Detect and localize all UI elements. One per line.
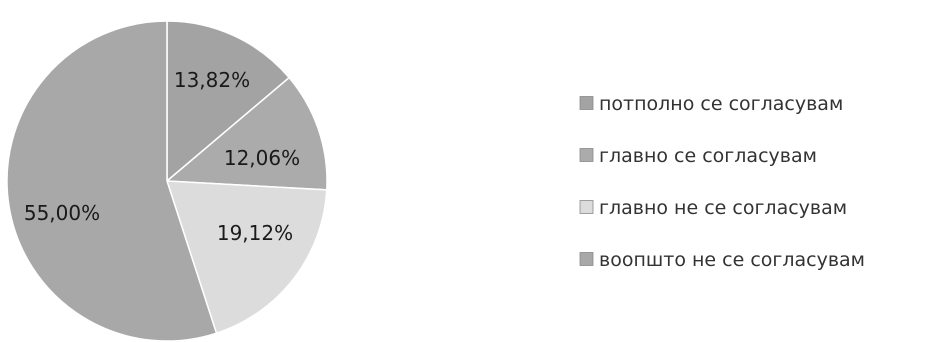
pie-data-labels: 13,82% 12,06% 19,12% 55,00% (24, 68, 300, 245)
legend-swatch-3 (579, 200, 594, 214)
pie-slice-4 (6, 20, 218, 342)
legend-item-3: главно не се согласувам (579, 197, 847, 219)
slice-data-label-4: 55,00% (24, 201, 100, 225)
pie-slice-1 (166, 20, 291, 183)
legend-label-1: потполно се согласувам (599, 93, 843, 115)
pie-slice-3 (165, 180, 328, 335)
legend-label-3: главно не се согласувам (599, 197, 847, 219)
legend-swatch-2 (579, 148, 594, 162)
pie-slices (6, 20, 328, 342)
legend-item-2: главно се согласувам (579, 145, 817, 167)
slice-data-label-1: 13,82% (174, 68, 250, 92)
legend-swatch-1 (579, 96, 594, 110)
legend-label-4: воопшто не се согласувам (599, 249, 865, 271)
legend-swatch-4 (579, 252, 594, 266)
legend-label-2: главно се согласувам (599, 145, 817, 167)
legend: потполно се согласувам главно се согласув… (579, 93, 865, 271)
legend-item-4: воопшто не се согласувам (579, 249, 865, 271)
legend-item-1: потполно се согласувам (579, 93, 843, 115)
slice-data-label-2: 12,06% (224, 146, 300, 170)
slice-data-label-3: 19,12% (217, 221, 293, 245)
pie-slice-2 (165, 76, 328, 191)
